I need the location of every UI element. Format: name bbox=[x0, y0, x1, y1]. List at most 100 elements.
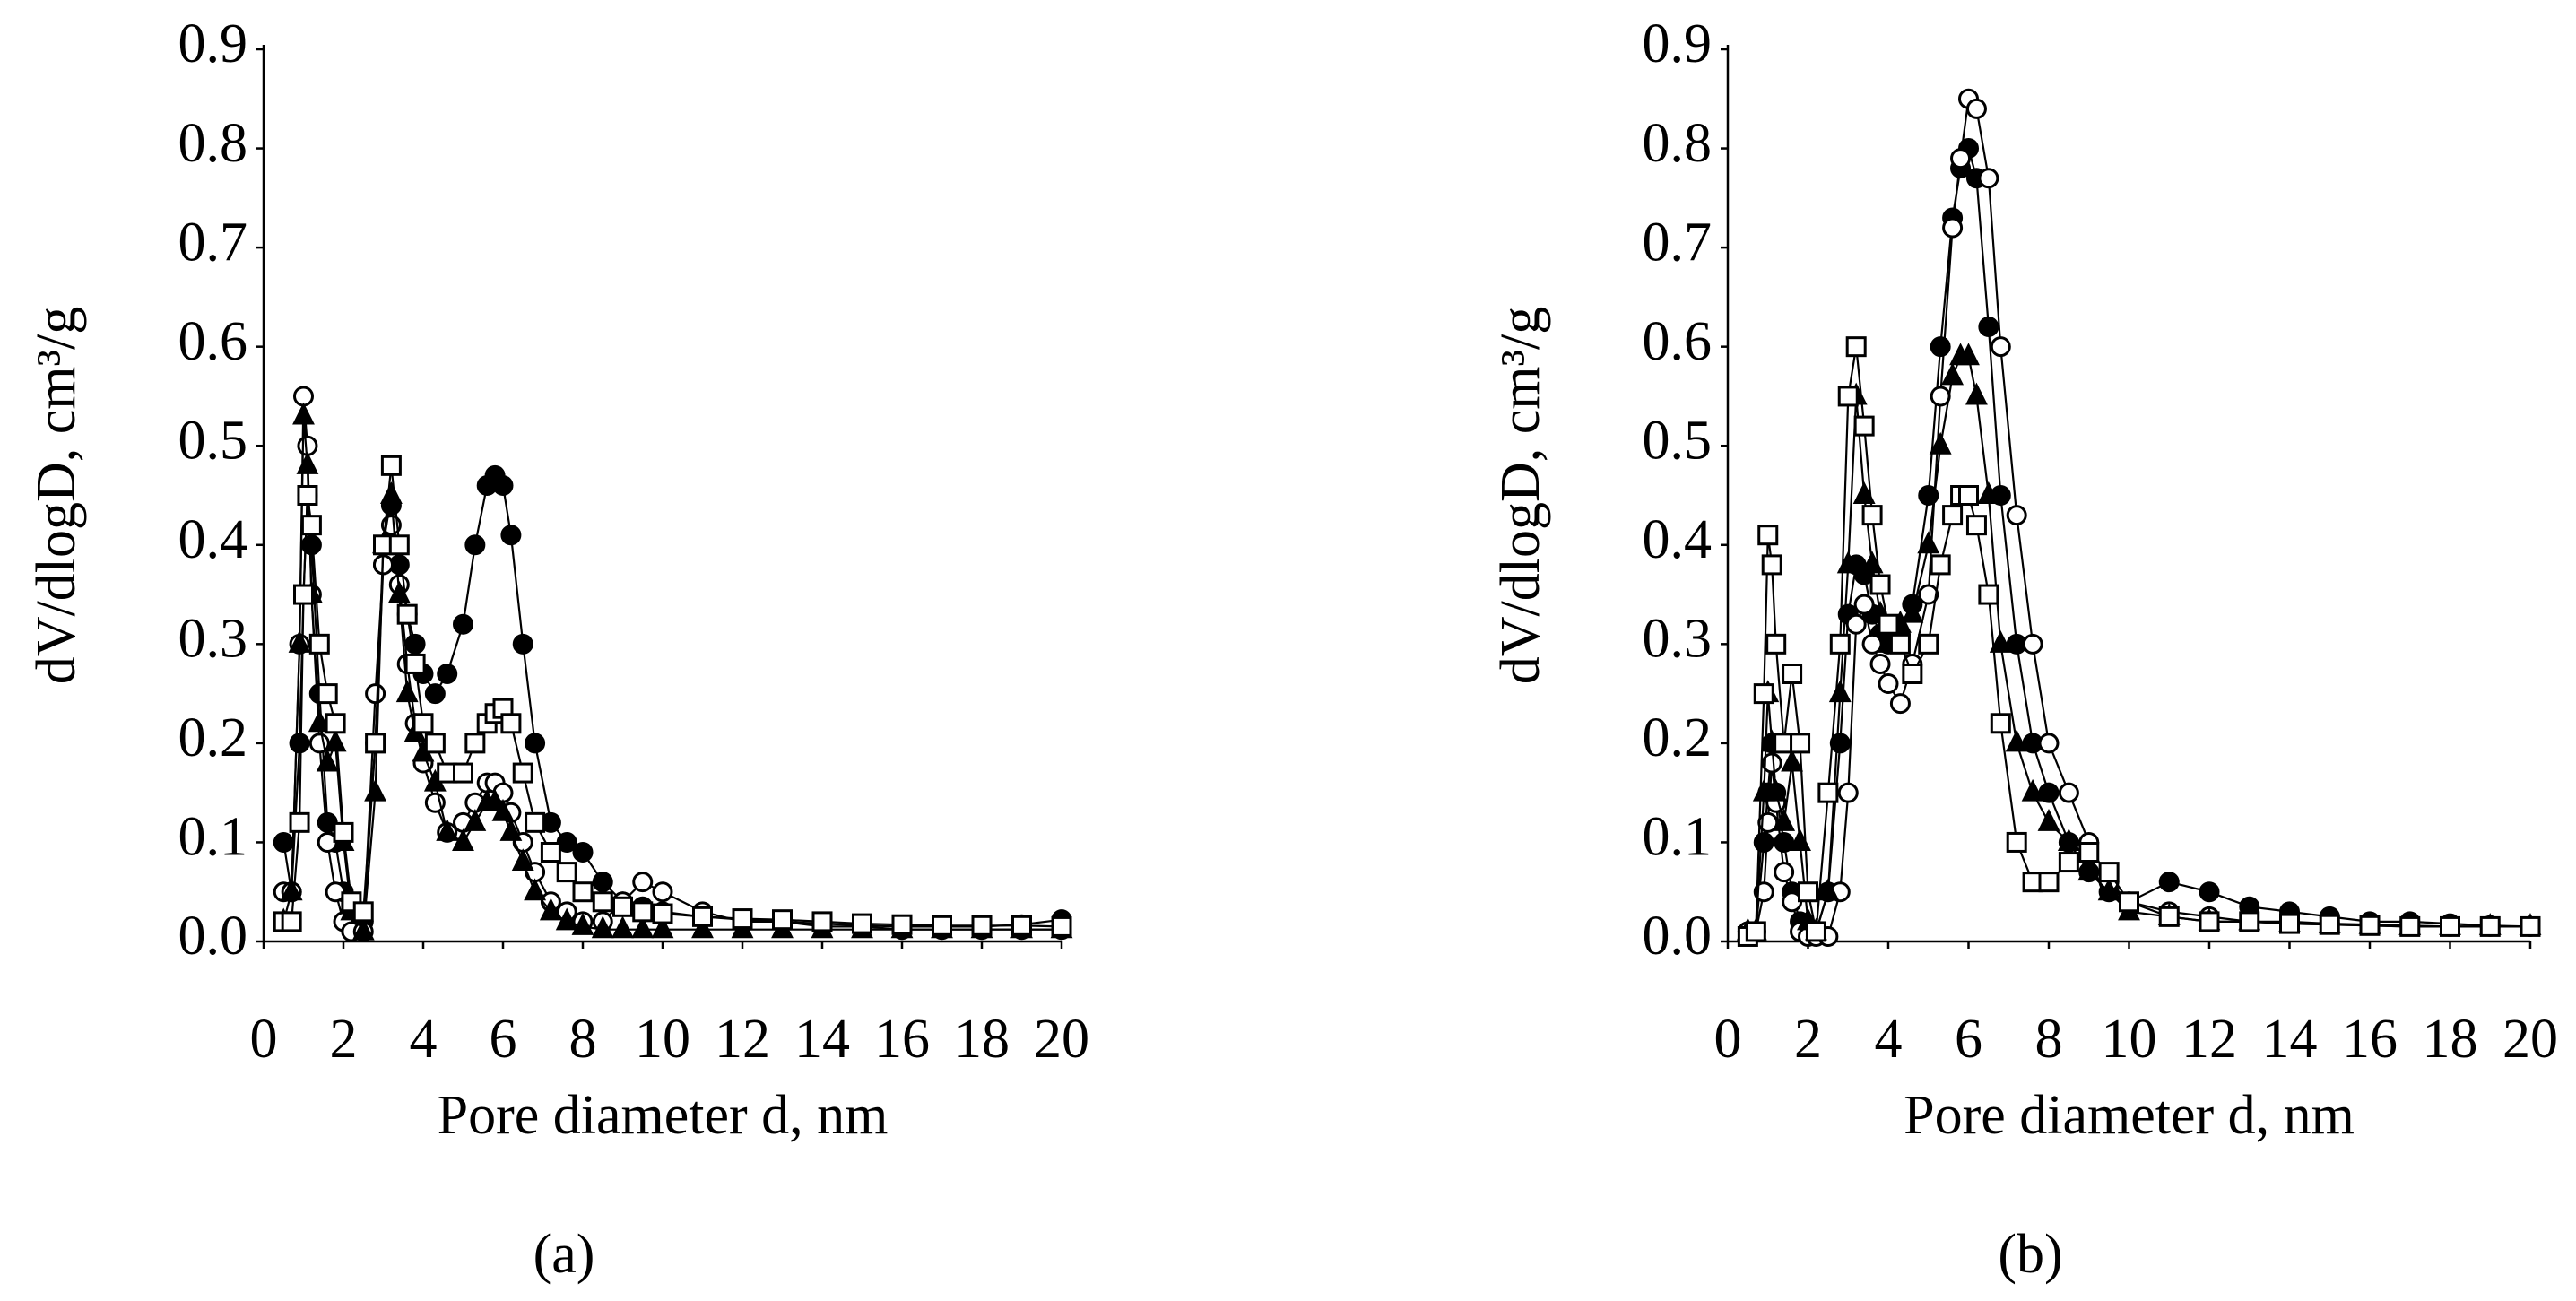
point bbox=[1941, 362, 1965, 386]
x-tick-label: 20 bbox=[2502, 1009, 2558, 1070]
point bbox=[1878, 613, 1899, 635]
point bbox=[692, 906, 713, 927]
point bbox=[2006, 831, 2027, 853]
point bbox=[297, 485, 318, 506]
x-tick-label: 8 bbox=[2035, 1009, 2063, 1070]
point bbox=[1790, 733, 1811, 754]
point bbox=[1861, 505, 1883, 526]
y-tick-label: 0.2 bbox=[1643, 707, 1713, 768]
point bbox=[2520, 915, 2541, 937]
y-tick-label: 0.0 bbox=[1643, 906, 1713, 967]
point bbox=[491, 798, 515, 821]
chart-panel: 0.0 0.1 0.2 0.3 0.4 0.5 0.6 0.7 0.8 0.9 0 2 4 6 8 10 12 1… bbox=[1490, 13, 2558, 1285]
point bbox=[364, 778, 387, 802]
point bbox=[2158, 872, 2180, 893]
point bbox=[464, 733, 486, 754]
point bbox=[1918, 584, 1939, 605]
point bbox=[2038, 733, 2060, 754]
point bbox=[1817, 782, 1839, 803]
point bbox=[308, 633, 330, 655]
point bbox=[387, 580, 411, 603]
point bbox=[2319, 914, 2340, 935]
y-tick-label: 0.9 bbox=[178, 13, 248, 74]
point bbox=[380, 455, 402, 476]
point bbox=[453, 613, 473, 635]
point bbox=[1011, 915, 1032, 936]
y-tick-label: 0.1 bbox=[1643, 807, 1713, 868]
point bbox=[2158, 906, 2180, 927]
y-tick-label: 0.2 bbox=[178, 707, 248, 768]
point bbox=[1918, 485, 1939, 506]
point bbox=[632, 901, 654, 923]
point bbox=[2359, 915, 2381, 936]
point bbox=[1761, 554, 1782, 576]
point bbox=[1817, 878, 1840, 901]
point bbox=[1753, 683, 1774, 705]
point bbox=[1930, 386, 1951, 407]
point bbox=[2005, 729, 2028, 752]
x-tick-label: 0 bbox=[250, 1009, 278, 1070]
point bbox=[333, 821, 354, 843]
point bbox=[512, 762, 533, 784]
point bbox=[379, 481, 403, 504]
point bbox=[2038, 782, 2060, 803]
point bbox=[1853, 594, 1875, 615]
point bbox=[2097, 878, 2121, 901]
point bbox=[464, 808, 487, 831]
y-tick-label: 0.3 bbox=[1643, 609, 1713, 670]
point bbox=[1869, 653, 1891, 674]
x-tick-label: 2 bbox=[1794, 1009, 1822, 1070]
point bbox=[1957, 343, 1980, 366]
point bbox=[1757, 525, 1779, 546]
point bbox=[1837, 386, 1859, 407]
x-tick-label: 16 bbox=[874, 1009, 930, 1070]
x-tick-label: 18 bbox=[2423, 1009, 2478, 1070]
point bbox=[1889, 633, 1911, 655]
point bbox=[2119, 891, 2139, 913]
point bbox=[632, 872, 654, 893]
point bbox=[2006, 505, 2027, 526]
series-line bbox=[282, 416, 1062, 935]
point bbox=[772, 909, 793, 931]
point bbox=[2239, 911, 2260, 932]
y-tick-label: 0.5 bbox=[178, 410, 248, 471]
series-line bbox=[1748, 96, 2530, 938]
point bbox=[289, 811, 310, 833]
y-tick-label: 0.7 bbox=[178, 212, 248, 273]
point bbox=[652, 881, 673, 903]
point bbox=[365, 683, 386, 705]
point bbox=[1753, 831, 1774, 853]
point bbox=[592, 872, 613, 893]
point bbox=[280, 878, 303, 901]
point bbox=[2440, 915, 2460, 937]
point bbox=[1869, 574, 1891, 595]
x-axis-label: Pore diameter d, nm bbox=[1904, 1085, 2355, 1146]
point bbox=[2399, 915, 2421, 937]
point bbox=[2279, 913, 2300, 934]
point bbox=[492, 474, 514, 496]
y-tick-label: 0.1 bbox=[178, 807, 248, 868]
point bbox=[971, 915, 993, 936]
chart-panel: 0.0 0.1 0.2 0.3 0.4 0.5 0.6 0.7 0.8 0.9 0 2 4 6 8 10 12 1… bbox=[26, 13, 1089, 1285]
point bbox=[1950, 148, 1972, 169]
point bbox=[1781, 749, 1804, 772]
point bbox=[351, 917, 375, 941]
point bbox=[317, 683, 338, 705]
x-tick-label: 8 bbox=[569, 1009, 597, 1070]
point bbox=[571, 913, 594, 935]
point bbox=[891, 914, 913, 935]
point bbox=[296, 451, 319, 474]
point bbox=[556, 862, 577, 883]
x-tick-label: 10 bbox=[635, 1009, 690, 1070]
point bbox=[1878, 673, 1899, 695]
y-tick-label: 0.6 bbox=[1643, 311, 1713, 372]
point bbox=[2078, 842, 2100, 863]
x-tick-label: 0 bbox=[1714, 1009, 1742, 1070]
x-tick-label: 18 bbox=[954, 1009, 1010, 1070]
point bbox=[2077, 858, 2101, 881]
point bbox=[1765, 778, 1788, 802]
panel-label: (a) bbox=[533, 1224, 595, 1285]
point bbox=[1901, 600, 1924, 623]
x-tick-label: 12 bbox=[715, 1009, 770, 1070]
point bbox=[1902, 664, 1923, 684]
